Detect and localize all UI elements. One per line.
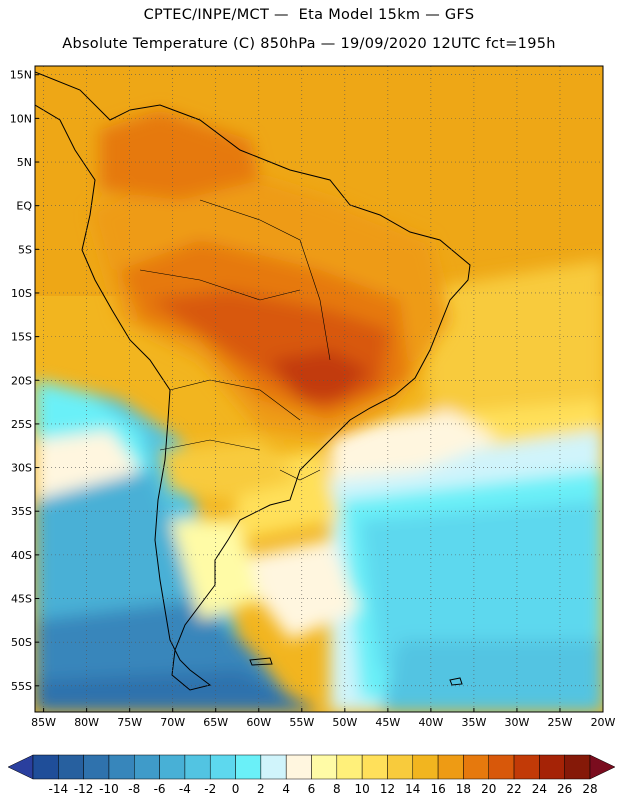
map-title-line-1: CPTEC/INPE/MCT — Eta Model 15km — GFS (143, 7, 475, 23)
colorbar-label: 14 (405, 782, 420, 796)
colorbar-label: -6 (154, 782, 166, 796)
colorbar-label: 20 (481, 782, 496, 796)
latitude-label: 5S (18, 243, 32, 256)
colorbar-label: 28 (582, 782, 597, 796)
latitude-label: 10S (11, 287, 32, 300)
longitude-label: 60W (246, 716, 271, 729)
colorbar-label: 24 (532, 782, 547, 796)
colorbar-label: 0 (232, 782, 240, 796)
colorbar-label: 16 (430, 782, 445, 796)
longitude-label: 35W (461, 716, 486, 729)
colorbar-label: -10 (99, 782, 119, 796)
colorbar-label: -14 (49, 782, 69, 796)
colorbar-swatch (412, 754, 439, 780)
colorbar-label: 2 (257, 782, 265, 796)
colorbar-swatch (513, 754, 540, 780)
colorbar-swatch (387, 754, 414, 780)
longitude-label: 30W (505, 716, 530, 729)
colorbar-swatch (564, 754, 591, 780)
colorbar-label: 10 (354, 782, 369, 796)
longitude-label: 75W (117, 716, 142, 729)
latitude-labels: 15N 10N 5N EQ 5S 10S 15S 20S 25S 30S 35S 40S 45S 50S 5… (10, 69, 33, 693)
coastline (35, 71, 471, 691)
latitude-label: 25S (11, 418, 32, 431)
country-borders (139, 199, 331, 481)
latitude-label: 45S (11, 593, 32, 606)
longitude-label: 50W (332, 716, 357, 729)
colorbar: -14 -12 -10 -8 -6 -4 -2 0 2 4 6 8 10 12 14 16 18 20 22 24 26… (7, 754, 616, 796)
longitude-label: 45W (375, 716, 400, 729)
colorbar-label: -12 (74, 782, 94, 796)
longitude-label: 80W (74, 716, 99, 729)
latitude-label: 55S (11, 680, 32, 693)
colorbar-swatch (184, 754, 211, 780)
colorbar-swatch (539, 754, 565, 780)
latitude-label: 30S (11, 462, 32, 475)
temperature-field (35, 66, 603, 712)
colorbar-swatch (285, 754, 312, 780)
colorbar-label: 22 (506, 782, 521, 796)
latitude-label: EQ (16, 200, 32, 213)
colorbar-swatch (488, 754, 515, 780)
colorbar-label: 18 (456, 782, 471, 796)
latitude-label: 50S (11, 636, 32, 649)
colorbar-label: 12 (380, 782, 395, 796)
colorbar-label: 4 (282, 782, 290, 796)
latitude-label: 10N (10, 112, 32, 125)
longitude-label: 85W (31, 716, 56, 729)
colorbar-swatch (260, 754, 287, 780)
colorbar-swatch (108, 754, 135, 780)
colorbar-label: 8 (333, 782, 341, 796)
longitude-labels: 85W 80W 75W 70W 65W 60W 55W 50W 45W 40W 35W 30W 25W 2… (31, 716, 615, 729)
colorbar-label: -4 (179, 782, 191, 796)
colorbar-swatch (134, 754, 160, 780)
colorbar-swatch (159, 754, 186, 780)
longitude-label: 70W (160, 716, 185, 729)
longitude-label: 25W (548, 716, 573, 729)
colorbar-swatch (58, 754, 84, 780)
colorbar-swatch (32, 754, 59, 780)
colorbar-swatch (311, 754, 338, 780)
colorbar-swatch (235, 754, 262, 780)
colorbar-swatch (336, 754, 363, 780)
latitude-label: 15S (11, 331, 32, 344)
colorbar-swatch (209, 754, 236, 780)
colorbar-label: -8 (128, 782, 140, 796)
colorbar-under-arrow (7, 754, 34, 780)
colorbar-swatch (83, 754, 110, 780)
graticule (35, 66, 604, 712)
latitude-label: 20S (11, 374, 32, 387)
latitude-label: 35S (11, 505, 32, 518)
longitude-label: 20W (591, 716, 616, 729)
colorbar-label: 6 (308, 782, 316, 796)
colorbar-swatch (437, 754, 464, 780)
longitude-label: 65W (203, 716, 228, 729)
latitude-label: 15N (10, 69, 32, 82)
colorbar-label: 26 (557, 782, 572, 796)
colorbar-swatch (361, 754, 388, 780)
colorbar-swatch (463, 754, 489, 780)
map-frame (34, 65, 604, 713)
longitude-label: 55W (289, 716, 314, 729)
colorbar-over-arrow (589, 754, 616, 780)
colorbar-label: -2 (204, 782, 216, 796)
latitude-label: 5N (17, 156, 32, 169)
map-title-line-2: Absolute Temperature (C) 850hPa — 19/09/… (62, 36, 556, 52)
longitude-label: 40W (418, 716, 443, 729)
latitude-label: 40S (11, 549, 32, 562)
